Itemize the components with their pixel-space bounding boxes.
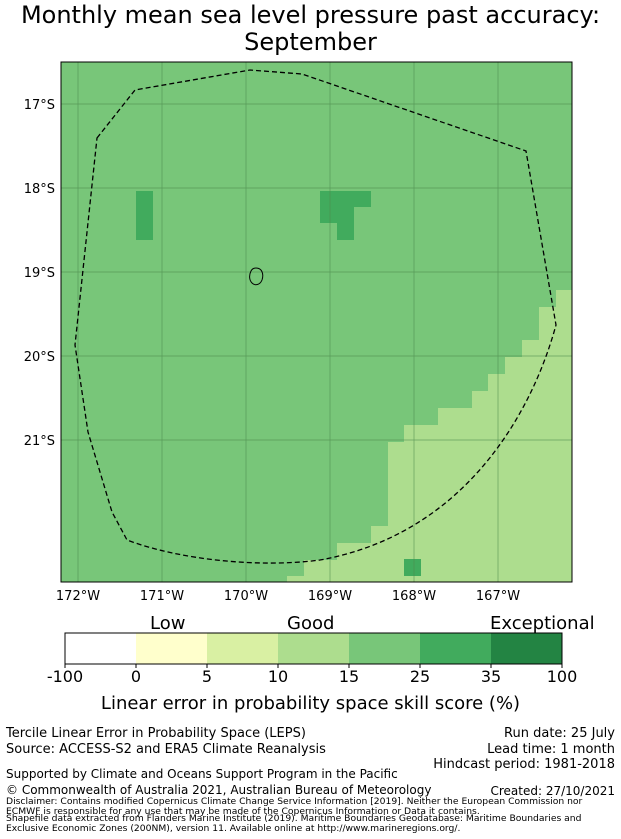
colorbar (64, 632, 563, 668)
strong-patch-north-c (337, 223, 354, 240)
hindcast-period: Hindcast period: 1981-2018 (433, 757, 615, 772)
colorbar-segment-6 (420, 633, 491, 664)
lat-label-21: 21°S (24, 434, 55, 449)
disclaimer-text: Disclaimer: Contains modified Copernicus… (6, 796, 583, 817)
graticule (61, 62, 572, 582)
lon-label-169: 169°W (308, 589, 352, 604)
lat-label-20: 20°S (24, 350, 55, 365)
lat-label-19: 19°S (24, 266, 55, 281)
title-line-1: Monthly mean sea level pressure past acc… (20, 1, 601, 29)
lower-skill-area (287, 290, 572, 582)
strong-patch-south-overlay (404, 559, 421, 576)
tick-label: 15 (338, 667, 360, 686)
tick-label: -100 (46, 667, 84, 686)
colorbar-title: Linear error in probability space skill … (100, 693, 521, 714)
colorbar-segment-5 (349, 633, 420, 664)
strong-patch-north-b (320, 207, 354, 223)
method-text: Tercile Linear Error in Probability Spac… (6, 726, 306, 741)
tick-label: 35 (480, 667, 502, 686)
shapefile-credit: Shapefile data extracted from Flanders M… (6, 813, 582, 834)
lon-label-170: 170°W (224, 589, 268, 604)
tick-label: 0 (130, 667, 142, 686)
lon-label-167: 167°W (476, 589, 520, 604)
lon-label-171: 171°W (140, 589, 184, 604)
colorbar-segment-1 (65, 633, 136, 664)
colorbar-segment-2 (136, 633, 207, 664)
tick-label: 25 (409, 667, 431, 686)
run-date: Run date: 25 July (504, 726, 615, 741)
lat-label-17: 17°S (24, 98, 55, 113)
copyright-text: © Commonwealth of Australia 2021, Austra… (6, 783, 432, 797)
colorbar-frame (64, 632, 563, 665)
colorbar-segment-4 (278, 633, 349, 664)
lon-label-172: 172°W (56, 589, 100, 604)
tick-label: 5 (201, 667, 213, 686)
tick-label: 10 (267, 667, 289, 686)
colorbar-segment-7 (491, 633, 562, 664)
strong-patch-west (136, 191, 153, 240)
lon-label-168: 168°W (392, 589, 436, 604)
lat-label-18: 18°S (24, 182, 55, 197)
support-text: Supported by Climate and Oceans Support … (6, 767, 398, 781)
skill-map: 17°S 18°S 19°S 20°S 21°S 172°W 171°W 170… (24, 61, 573, 668)
colorbar-segment-3 (207, 633, 278, 664)
category-good: Good (287, 613, 335, 634)
created-date: Created: 27/10/2021 (490, 784, 615, 798)
eez-boundary (74, 69, 557, 564)
tick-label: 100 (546, 667, 578, 686)
island-outline (249, 267, 264, 286)
lead-time: Lead time: 1 month (487, 742, 615, 757)
map-frame (60, 61, 573, 583)
strong-patch-north-a (320, 191, 371, 207)
source-text: Source: ACCESS-S2 and ERA5 Climate Reana… (6, 742, 326, 757)
category-low: Low (150, 613, 186, 634)
title-line-2: September (244, 28, 377, 56)
category-exceptional: Exceptional (490, 613, 595, 634)
